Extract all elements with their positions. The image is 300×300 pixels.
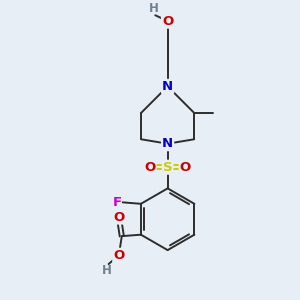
Text: O: O: [113, 249, 124, 262]
Text: H: H: [102, 264, 112, 277]
Text: N: N: [162, 80, 173, 93]
Text: O: O: [144, 161, 156, 174]
Text: S: S: [163, 161, 172, 174]
Text: O: O: [162, 15, 173, 28]
Text: N: N: [162, 137, 173, 150]
Text: F: F: [113, 196, 122, 209]
Text: O: O: [180, 161, 191, 174]
Text: O: O: [113, 211, 124, 224]
Text: H: H: [149, 2, 159, 15]
